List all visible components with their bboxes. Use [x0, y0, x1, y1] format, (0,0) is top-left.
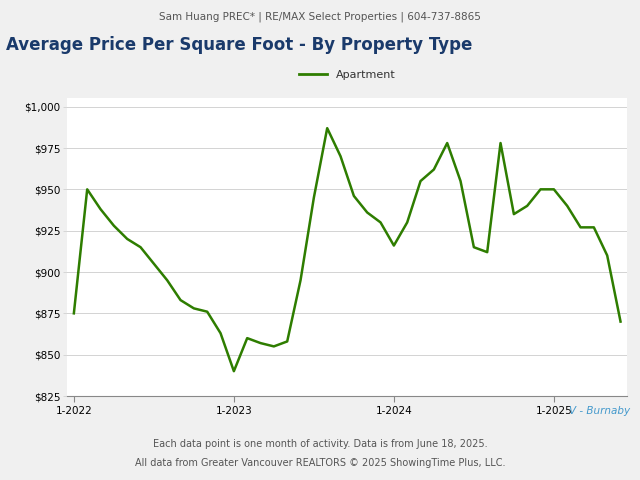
Text: V - Burnaby: V - Burnaby — [569, 406, 630, 416]
Text: Sam Huang PREC* | RE/MAX Select Properties | 604-737-8865: Sam Huang PREC* | RE/MAX Select Properti… — [159, 12, 481, 23]
Text: Each data point is one month of activity. Data is from June 18, 2025.: Each data point is one month of activity… — [153, 439, 487, 449]
Legend: Apartment: Apartment — [294, 65, 400, 84]
Text: All data from Greater Vancouver REALTORS © 2025 ShowingTime Plus, LLC.: All data from Greater Vancouver REALTORS… — [135, 458, 505, 468]
Text: Average Price Per Square Foot - By Property Type: Average Price Per Square Foot - By Prope… — [6, 36, 473, 54]
